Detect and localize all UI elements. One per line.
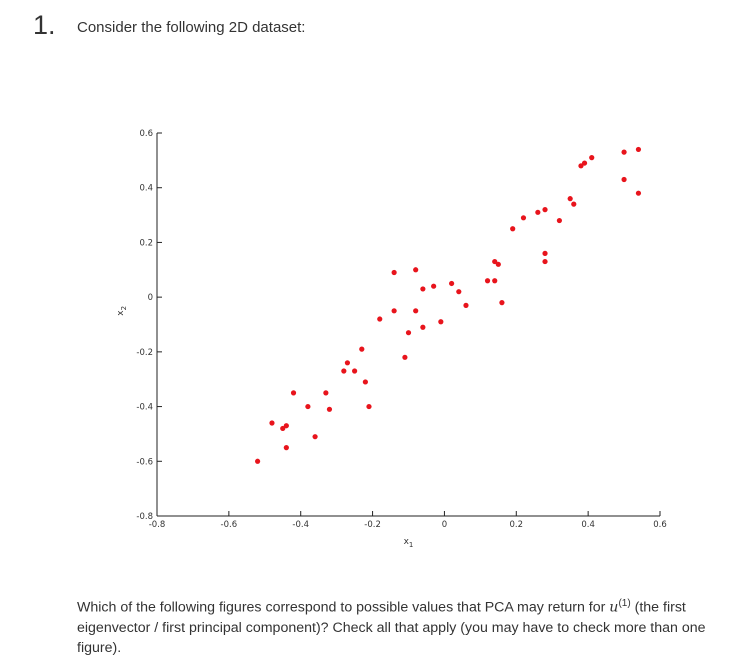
data-point — [520, 215, 527, 221]
x-tick-label: -0.6 — [221, 520, 238, 530]
x-tick-label: -0.4 — [292, 520, 309, 530]
footer-variable: u — [609, 599, 619, 616]
y-tick-label: 0 — [148, 293, 153, 303]
x-tick-label: -0.2 — [364, 520, 381, 530]
y-tick-label: 0.4 — [139, 184, 153, 194]
question-number: 1. — [33, 10, 56, 40]
data-point — [495, 261, 501, 267]
data-point — [578, 163, 584, 169]
data-point — [377, 316, 383, 322]
data-point — [542, 250, 548, 256]
scatter-chart: -0.8 -0.6 -0.4 -0.2 0 0.2 0.4 0.6 0.6 0.4 0.2 0 -0.2… — [116, 129, 667, 549]
footer-superscript: (1) — [618, 598, 631, 609]
question-prompt: Consider the following 2D dataset: — [77, 19, 306, 36]
data-point — [535, 209, 541, 215]
data-point — [581, 160, 588, 166]
data-point — [463, 302, 469, 308]
data-point — [280, 425, 286, 432]
data-point — [621, 149, 627, 155]
data-point — [420, 286, 426, 292]
data-point — [510, 226, 516, 232]
y-tick-label: -0.6 — [136, 457, 153, 467]
chart-ticks: -0.8 -0.6 -0.4 -0.2 0 0.2 0.4 0.6 0.6 0.4 0.2 0 -0.2… — [136, 129, 666, 530]
data-point — [621, 176, 627, 183]
chart-axes — [156, 133, 660, 517]
x-tick-label: 0 — [442, 520, 447, 530]
data-point — [269, 420, 275, 426]
footer-text-before: Which of the following figures correspon… — [77, 599, 610, 616]
data-point — [255, 458, 261, 464]
x-axis-label: x1 — [404, 537, 414, 549]
data-point — [362, 379, 368, 385]
data-point — [449, 280, 455, 287]
y-axis-label: x2 — [116, 306, 128, 316]
y-tick-label: -0.4 — [136, 403, 153, 413]
x-tick-label: -0.8 — [149, 520, 166, 530]
data-point — [492, 278, 498, 284]
data-point — [290, 390, 297, 396]
data-point — [359, 346, 365, 352]
data-point — [420, 324, 426, 330]
data-point — [391, 269, 397, 276]
y-tick-label: -0.8 — [136, 512, 153, 522]
y-tick-label: -0.2 — [136, 348, 153, 358]
data-point — [542, 258, 548, 265]
data-point — [391, 308, 397, 314]
data-point — [312, 434, 318, 440]
chart-points — [255, 146, 642, 464]
data-point — [556, 217, 563, 224]
data-point — [635, 146, 642, 153]
data-point — [283, 423, 289, 429]
data-point — [341, 368, 347, 374]
data-point — [366, 403, 372, 410]
x-tick-label: 0.4 — [581, 520, 595, 530]
data-point — [352, 368, 358, 374]
data-point — [542, 207, 548, 213]
data-point — [571, 201, 577, 207]
y-tick-label: 0.6 — [139, 129, 153, 139]
data-point — [413, 308, 419, 314]
data-point — [567, 196, 573, 202]
data-point — [326, 406, 333, 412]
data-point — [413, 267, 419, 273]
footer-text-after: (the first eigenvector / first principal… — [77, 599, 706, 656]
data-point — [499, 300, 505, 306]
data-point — [635, 190, 642, 196]
y-tick-label: 0.2 — [139, 238, 153, 248]
data-point — [344, 360, 351, 366]
data-point — [283, 445, 289, 451]
question-footer: Which of the following figures correspon… — [77, 594, 727, 658]
data-point — [438, 319, 444, 325]
data-point — [402, 354, 408, 360]
data-point — [431, 283, 437, 289]
data-point — [492, 258, 498, 265]
data-point — [323, 390, 329, 396]
data-point — [456, 289, 462, 295]
data-point — [405, 330, 412, 336]
data-point — [484, 278, 491, 284]
x-tick-label: 0.2 — [510, 520, 524, 530]
data-point — [305, 403, 311, 410]
data-point — [589, 155, 595, 161]
x-tick-label: 0.6 — [653, 520, 667, 530]
